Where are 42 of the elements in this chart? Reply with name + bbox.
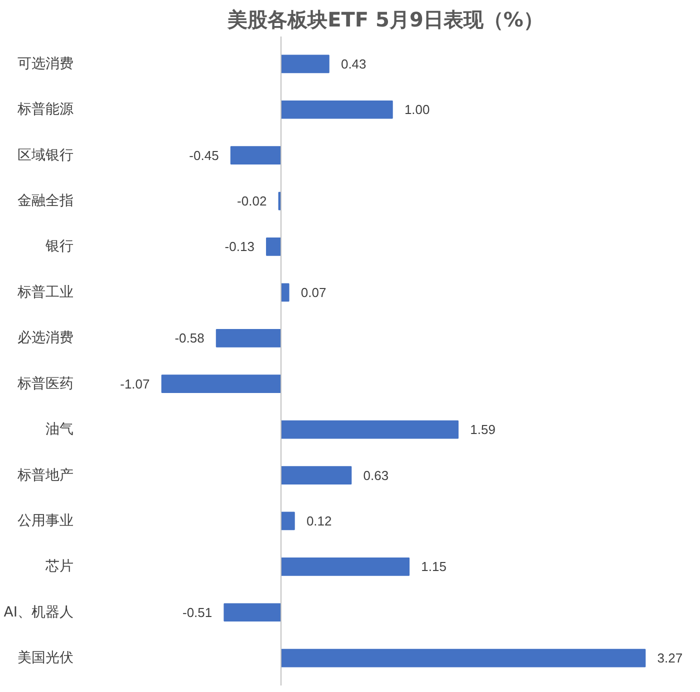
bar <box>280 420 459 439</box>
data-label: 1.15 <box>421 559 446 574</box>
bar <box>280 283 290 302</box>
y-tick-label: 区域银行 <box>18 147 74 164</box>
data-label: 0.12 <box>306 513 332 528</box>
y-tick-label: 标普医药 <box>16 374 74 392</box>
data-label: 1.59 <box>470 422 496 438</box>
data-label: -0.45 <box>189 148 219 163</box>
bar <box>280 466 352 484</box>
chart-title: 美股各板块ETF 5月9日表现（%） <box>226 8 544 32</box>
data-label: 0.63 <box>363 468 389 483</box>
bar <box>216 328 282 348</box>
bar <box>224 603 282 622</box>
y-tick-label: 可选消费 <box>18 56 74 72</box>
data-label: -1.07 <box>120 376 150 392</box>
y-tick-label: 金融全指 <box>18 193 74 210</box>
data-label: 0.43 <box>340 56 366 72</box>
y-tick-label: 油气 <box>46 422 74 438</box>
bar <box>280 100 393 119</box>
data-label: -0.58 <box>174 330 204 346</box>
y-tick-label: 标普地产 <box>16 466 74 484</box>
bar <box>280 648 646 668</box>
y-tick-label: 美国光伏 <box>18 650 74 666</box>
y-tick-label: 必选消费 <box>18 330 74 346</box>
y-tick-label: 银行 <box>44 238 74 255</box>
data-label: 1.00 <box>404 102 430 118</box>
data-label: -0.13 <box>224 239 254 254</box>
data-label: -0.02 <box>237 194 267 209</box>
bar <box>280 557 410 576</box>
y-tick-label: 标普工业 <box>16 283 74 300</box>
data-label: 3.27 <box>657 650 683 666</box>
bar <box>161 374 282 394</box>
bar <box>280 54 330 74</box>
bar <box>230 146 282 165</box>
data-label: 0.07 <box>300 284 326 300</box>
bar <box>280 512 295 530</box>
y-tick-label: AI、机器人 <box>4 604 74 620</box>
data-label: -0.51 <box>182 604 212 620</box>
y-tick-label: 标普能源 <box>16 100 74 118</box>
bar <box>266 238 282 256</box>
y-tick-label: 芯片 <box>44 558 74 575</box>
y-tick-label: 公用事业 <box>18 512 74 529</box>
